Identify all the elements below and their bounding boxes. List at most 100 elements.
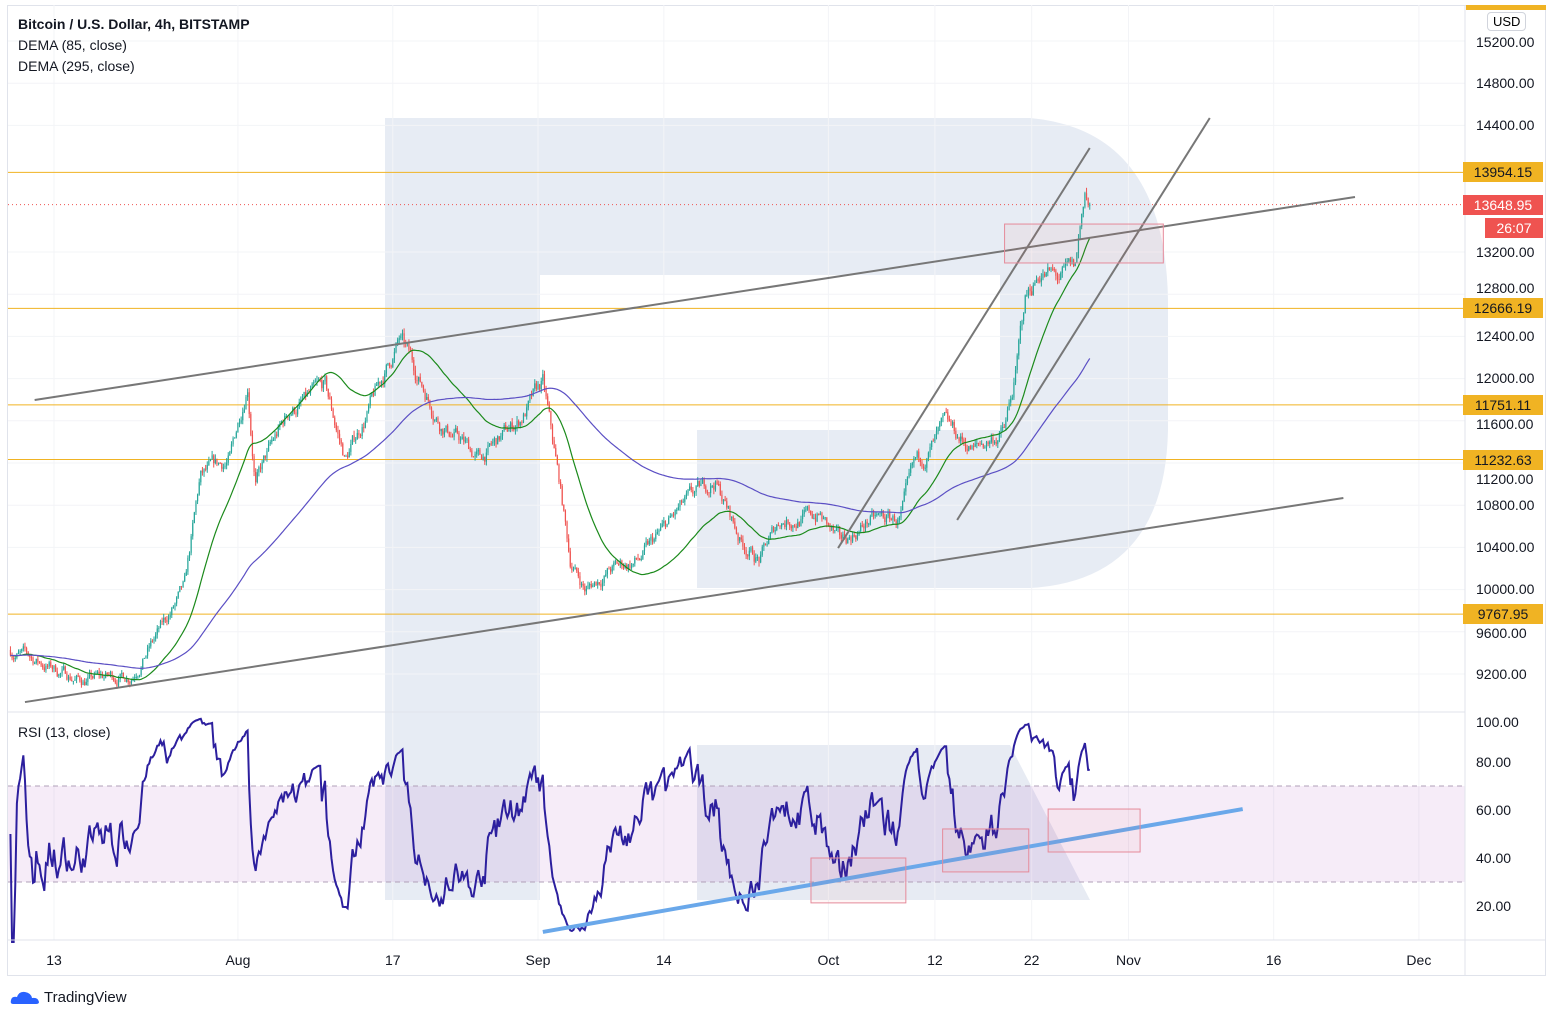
candle — [227, 455, 229, 463]
candle — [768, 538, 770, 545]
candle — [466, 439, 468, 441]
candle — [998, 433, 1001, 441]
candle — [724, 499, 726, 502]
candle — [384, 373, 386, 384]
candle — [438, 422, 441, 432]
drawings[interactable] — [24, 117, 1356, 934]
candle — [82, 681, 84, 686]
candle — [101, 673, 103, 678]
candle — [532, 388, 534, 396]
candle — [903, 491, 905, 502]
candle — [398, 338, 400, 340]
candle — [839, 527, 841, 536]
indicator-lines — [9, 237, 1091, 943]
candle — [784, 523, 786, 527]
candle — [32, 657, 34, 664]
candle — [977, 442, 980, 444]
candle — [555, 448, 557, 457]
bar-countdown: 26:07 — [1485, 217, 1543, 238]
candle — [684, 496, 686, 502]
candle — [27, 651, 29, 656]
candle — [88, 672, 91, 678]
candle — [742, 539, 744, 547]
candle — [606, 568, 608, 575]
candle — [192, 523, 194, 537]
candle — [75, 675, 78, 680]
level-price-tag: 11232.63 — [1463, 449, 1543, 470]
candle — [248, 392, 250, 415]
candle — [632, 563, 634, 566]
candle — [776, 525, 778, 530]
symbol-title[interactable]: Bitcoin / U.S. Dollar, 4h, BITSTAMP — [18, 16, 250, 32]
brand-name: TradingView — [44, 988, 127, 1006]
candle — [388, 362, 391, 366]
candle — [785, 519, 788, 527]
candle — [819, 513, 821, 515]
candle — [993, 442, 996, 444]
candle — [750, 547, 752, 551]
candle — [792, 525, 794, 529]
candle — [997, 440, 999, 445]
candle — [987, 442, 989, 445]
candle — [668, 517, 670, 524]
currency-button[interactable]: USD — [1487, 12, 1527, 31]
candle — [314, 381, 316, 383]
candle — [614, 561, 617, 563]
candle — [177, 591, 179, 598]
candle — [772, 527, 775, 532]
candle — [305, 391, 307, 396]
candle — [927, 452, 930, 459]
candle — [758, 557, 760, 563]
candle — [401, 333, 404, 336]
candle — [781, 523, 783, 527]
candle — [961, 436, 963, 440]
candle — [892, 516, 894, 520]
candle — [447, 425, 449, 432]
candle — [882, 512, 884, 518]
candle — [734, 521, 736, 529]
candle — [451, 436, 454, 438]
candle — [67, 676, 70, 680]
indicator-dema-295[interactable]: DEMA (295, close) — [18, 58, 135, 74]
candle — [287, 415, 289, 418]
candle — [718, 484, 720, 486]
candle — [179, 586, 181, 592]
candle — [976, 442, 978, 444]
candle — [17, 652, 20, 654]
candle — [163, 617, 165, 623]
candle — [922, 466, 925, 469]
indicator-dema-85[interactable]: DEMA (85, close) — [18, 37, 127, 53]
candle — [77, 675, 79, 677]
candle — [584, 586, 586, 592]
candle — [322, 381, 325, 389]
candle — [590, 584, 592, 588]
candle — [14, 657, 16, 660]
candle — [477, 449, 479, 452]
candle — [764, 543, 767, 546]
indicator-rsi[interactable]: RSI (13, close) — [18, 724, 111, 740]
candle — [559, 481, 562, 486]
candle — [276, 434, 278, 436]
candle — [968, 446, 970, 451]
candle — [648, 540, 650, 545]
candle — [1068, 258, 1070, 262]
candle — [203, 468, 205, 473]
candle — [1013, 382, 1015, 398]
tradingview-logo[interactable]: TradingView — [10, 988, 127, 1006]
candle — [479, 449, 481, 455]
candle — [1050, 268, 1052, 270]
candle — [247, 392, 249, 398]
candle — [434, 419, 436, 421]
candle — [66, 673, 68, 680]
candle — [145, 655, 147, 658]
candle — [142, 658, 144, 669]
candle — [576, 567, 578, 571]
candle — [1021, 320, 1023, 326]
candle — [942, 415, 944, 418]
candle — [327, 388, 329, 397]
candle — [911, 463, 913, 466]
candle — [853, 535, 855, 537]
candle — [969, 446, 971, 450]
candle — [468, 439, 470, 450]
